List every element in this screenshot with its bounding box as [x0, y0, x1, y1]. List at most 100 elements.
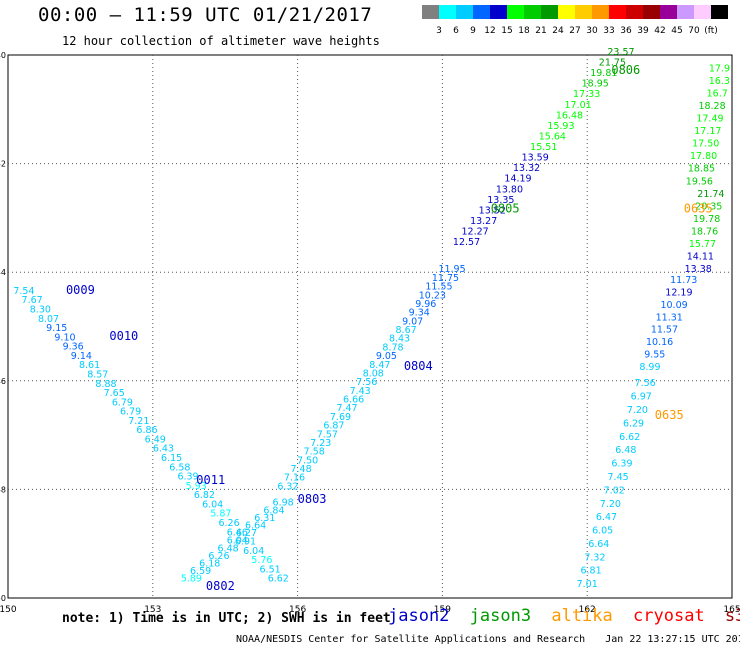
y-tick-label: -50 — [0, 594, 6, 603]
wave-height-value: 8.67 — [396, 325, 417, 336]
x-tick-label: 159 — [434, 605, 451, 615]
wave-height-value: 6.62 — [268, 574, 289, 585]
wave-height-value: 11.57 — [651, 325, 678, 336]
wave-height-value: 17.17 — [694, 126, 721, 137]
wave-height-value: 6.04 — [202, 499, 223, 510]
scale-label: 24 — [552, 26, 564, 36]
wave-height-value: 6.18 — [199, 559, 220, 570]
wave-height-value: 6.26 — [208, 551, 229, 562]
wave-height-value: 15.51 — [530, 142, 557, 153]
wave-height-value: 6.97 — [631, 392, 652, 403]
wave-height-value: 8.78 — [382, 342, 403, 353]
scale-swatch — [541, 5, 558, 19]
wave-height-value: 12.27 — [462, 226, 489, 237]
wave-height-value: 17.50 — [692, 139, 719, 150]
wave-height-value: 11.55 — [425, 282, 452, 293]
satellite-altika: altika — [551, 606, 613, 626]
wave-height-value: 20.35 — [695, 201, 722, 212]
wave-height-value: 6.98 — [273, 498, 294, 509]
wave-height-value: 11.75 — [432, 273, 459, 284]
scale-swatch — [490, 5, 507, 19]
scale-label: 33 — [603, 26, 614, 36]
wave-height-value: 8.57 — [87, 369, 108, 380]
pass-time-label: 0806 — [611, 63, 640, 77]
scale-swatch — [473, 5, 490, 19]
wave-height-value: 6.26 — [218, 518, 239, 529]
scale-label: 3 — [436, 26, 442, 36]
satellite-jason2: jason2 — [388, 606, 450, 626]
scale-label: 27 — [569, 26, 580, 36]
x-tick-label: 165 — [723, 605, 740, 615]
scale-label: 36 — [620, 26, 632, 36]
wave-height-value: 6.32 — [277, 481, 298, 492]
wave-height-value: 7.56 — [356, 377, 377, 388]
wave-height-value: 6.59 — [190, 566, 211, 577]
wave-height-value: 6.79 — [120, 407, 141, 418]
wave-height-value: 7.54 — [13, 286, 34, 297]
scale-label: 18 — [518, 26, 530, 36]
wave-height-value: 9.14 — [71, 351, 92, 362]
wave-height-value: 7.56 — [635, 378, 656, 389]
wave-height-value: 6.46 — [227, 527, 248, 538]
wave-height-value: 23.57 — [607, 47, 634, 58]
wave-height-value: 10.23 — [419, 290, 446, 301]
wave-height-value: 5.87 — [210, 509, 231, 520]
wave-height-value: 19.78 — [693, 214, 720, 225]
wave-height-value: 5.93 — [186, 481, 207, 492]
wave-height-value: 10.16 — [646, 337, 673, 348]
pass-time-label: 0635 — [655, 408, 684, 422]
satellite-legend: jason2 jason3 altika cryosat s3a — [388, 606, 740, 626]
y-tick-label: -46 — [0, 377, 6, 386]
wave-height-value: 6.79 — [112, 397, 133, 408]
wave-height-value: 10.09 — [660, 300, 687, 311]
scale-swatch — [439, 5, 456, 19]
wave-height-value: 6.48 — [615, 445, 636, 456]
wave-height-value: 6.31 — [254, 513, 275, 524]
wave-height-value: 13.52 — [479, 205, 506, 216]
wave-height-value: 5.89 — [181, 574, 202, 585]
scale-swatch — [609, 5, 626, 19]
wave-height-value: 6.48 — [218, 543, 239, 554]
scale-swatch — [643, 5, 660, 19]
wave-height-value: 8.30 — [30, 304, 51, 315]
wave-height-value: 15.64 — [539, 131, 566, 142]
scale-swatch — [507, 5, 524, 19]
wave-height-value: 6.39 — [611, 459, 632, 470]
wave-height-value: 9.96 — [415, 299, 436, 310]
wave-height-value: 6.15 — [161, 453, 182, 464]
wave-height-value: 9.05 — [376, 351, 397, 362]
wave-height-value: 15.93 — [547, 121, 574, 132]
wave-height-value: 21.75 — [599, 58, 626, 69]
wave-height-value: 13.35 — [487, 195, 514, 206]
wave-height-value: 18.28 — [698, 101, 725, 112]
y-tick-label: -42 — [0, 160, 6, 169]
wave-height-value: 16.7 — [707, 88, 728, 99]
wave-height-value: 13.59 — [522, 153, 549, 164]
y-tick-label: -44 — [0, 268, 6, 277]
wave-height-value: 16.48 — [556, 110, 583, 121]
x-tick-label: 162 — [579, 605, 596, 615]
wave-height-value: 6.64 — [245, 520, 266, 531]
satellite-s3a: s3a — [724, 606, 740, 626]
wave-height-value: 8.88 — [95, 379, 116, 390]
wave-height-value: 8.47 — [369, 360, 390, 371]
pass-time-label: 0635 — [684, 201, 713, 215]
wave-height-value: 16.3 — [709, 76, 730, 87]
note-text: note: 1) Time is in UTC; 2) SWH is in fe… — [62, 611, 391, 626]
wave-height-value: 6.51 — [260, 564, 281, 575]
wave-height-value: 6.49 — [145, 434, 166, 445]
scale-label: 45 — [671, 26, 682, 36]
wave-height-value: 7.01 — [577, 579, 598, 590]
y-tick-label: -48 — [0, 485, 6, 494]
pass-time-label: 0804 — [404, 359, 433, 373]
wave-height-value: 17.49 — [696, 114, 723, 125]
scale-swatch — [677, 5, 694, 19]
scale-swatch — [660, 5, 677, 19]
wave-height-value: 6.86 — [136, 425, 157, 436]
wave-height-value: 7.20 — [600, 499, 621, 510]
wave-height-value: 7.65 — [104, 388, 125, 399]
wave-height-value: 9.34 — [409, 308, 430, 319]
wave-height-value: 11.95 — [438, 264, 465, 275]
wave-height-value: 19.81 — [590, 68, 617, 79]
wave-height-value: 9.07 — [402, 316, 423, 327]
